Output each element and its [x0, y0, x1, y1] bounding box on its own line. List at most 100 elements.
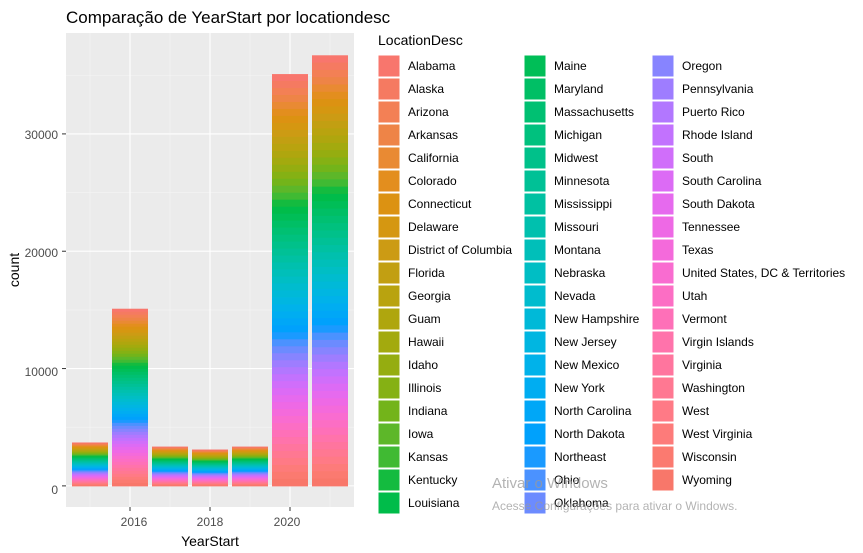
legend-key: [377, 54, 401, 78]
bar-segment: [192, 481, 228, 483]
bar-segment: [192, 484, 228, 486]
bar-segment: [192, 483, 228, 485]
bar-segment: [312, 77, 348, 85]
bar-segment: [152, 483, 188, 485]
bar-segment: [112, 380, 148, 385]
bar-segment: [312, 91, 348, 100]
bar-segment: [312, 99, 348, 107]
bar-segment: [272, 360, 308, 368]
bar-segment: [272, 248, 308, 257]
bar-segment: [272, 136, 308, 145]
legend-key: [651, 284, 675, 308]
bar-segment: [112, 416, 148, 421]
bar-segment: [272, 430, 308, 438]
bar-segment: [72, 474, 108, 477]
watermark-subtitle: Acesse Configurações para ativar o Windo…: [492, 499, 737, 513]
bar-segment: [72, 447, 108, 449]
bar-segment: [72, 473, 108, 475]
bar-segment: [232, 481, 268, 484]
legend-key: [651, 330, 675, 354]
bar-segment: [312, 237, 348, 246]
legend-key: [523, 468, 547, 492]
bar-2016: [112, 308, 148, 487]
bar-segment: [312, 193, 348, 202]
bar-segment: [152, 456, 188, 458]
legend: Alabama Alaska Arizona Arkansas California Co…: [377, 54, 845, 515]
bar-segment: [232, 465, 268, 468]
bar-segment: [232, 479, 268, 482]
bar-segment: [312, 434, 348, 443]
bar-segment: [152, 462, 188, 464]
legend-item: Indiana: [377, 399, 448, 423]
legend-item: Pennsylvania: [651, 77, 754, 101]
bar-segment: [272, 353, 308, 361]
bar-segment: [72, 479, 108, 481]
legend-key: [377, 422, 401, 446]
bar-segment: [272, 108, 308, 117]
bar-segment: [72, 472, 108, 474]
legend-label: West: [682, 404, 710, 418]
legend-item: Kansas: [377, 445, 448, 469]
bar-segment: [232, 471, 268, 474]
bar-segment: [192, 456, 228, 459]
bar-segment: [232, 473, 268, 475]
bar-segment: [152, 461, 188, 463]
bar-segment: [152, 458, 188, 460]
legend-item: Illinois: [377, 376, 441, 400]
bar-segment: [232, 461, 268, 463]
legend-item: Kentucky: [377, 468, 457, 492]
legend-key: [651, 54, 675, 78]
bar-segment: [112, 347, 148, 352]
bar-segment: [312, 113, 348, 122]
bar-segment: [112, 446, 148, 451]
bar-segment: [192, 466, 228, 468]
bar-segment: [312, 252, 348, 261]
bar-segment: [272, 129, 308, 138]
bar-segment: [112, 443, 148, 448]
bar-segment: [112, 326, 148, 331]
bar-segment: [312, 128, 348, 137]
bar-segment: [312, 376, 348, 385]
bar-segment: [312, 69, 348, 78]
legend-item: Ohio: [523, 468, 580, 492]
bar-segment: [312, 463, 348, 472]
bar-segment: [192, 476, 228, 478]
legend-item: Georgia: [377, 284, 451, 308]
bar-segment: [72, 466, 108, 468]
bar-segment: [112, 473, 148, 478]
bar-segment: [192, 455, 228, 457]
bar-segment: [152, 452, 188, 454]
bar-segment: [232, 483, 268, 485]
legend-key: [651, 468, 675, 492]
bar-segment: [112, 365, 148, 370]
bar-segment: [272, 269, 308, 277]
legend-key: [377, 307, 401, 331]
legend-item: New Mexico: [523, 353, 620, 377]
bar-segment: [312, 456, 348, 465]
bar-segment: [112, 479, 148, 484]
bar-segment: [192, 474, 228, 476]
bar-segment: [192, 468, 228, 470]
legend-key: [523, 215, 547, 239]
bar-segment: [192, 471, 228, 473]
bar-segment: [72, 479, 108, 482]
legend-key: [377, 491, 401, 515]
bar-segment: [112, 458, 148, 463]
bar-segment: [192, 485, 228, 487]
bar-segment: [272, 304, 308, 312]
bar-segment: [152, 479, 188, 481]
bar-segment: [232, 464, 268, 466]
legend-key: [523, 123, 547, 147]
bar-segment: [192, 459, 228, 462]
bar-segment: [312, 398, 348, 407]
legend-key: [651, 353, 675, 377]
legend-key: [523, 445, 547, 469]
bar-segment: [72, 468, 108, 470]
legend-label: United States, DC & Territories: [682, 266, 845, 280]
legend-item: Alabama: [377, 54, 456, 78]
bar-segment: [112, 350, 148, 355]
bar-segment: [312, 208, 348, 217]
bar-segment: [72, 483, 108, 485]
bar-segment: [112, 308, 148, 313]
legend-label: North Carolina: [554, 404, 632, 418]
